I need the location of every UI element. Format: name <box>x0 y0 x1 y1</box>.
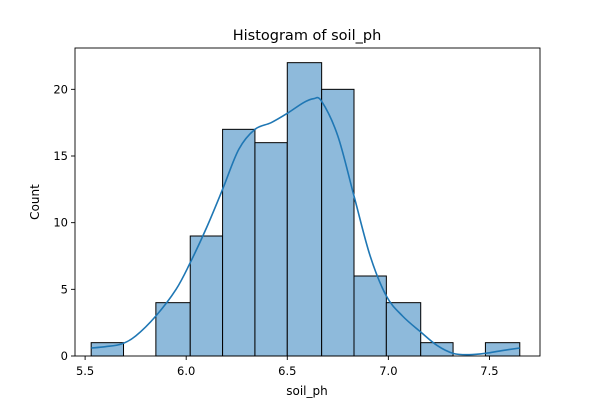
histogram-bar <box>385 302 422 357</box>
histogram-bar <box>222 128 256 357</box>
x-axis-label: soil_ph <box>286 384 327 398</box>
x-tick-label: 6.0 <box>177 364 195 378</box>
y-tick-label: 20 <box>53 82 68 96</box>
histogram-bar <box>286 62 323 357</box>
plot-frame <box>74 47 541 357</box>
x-tick-label: 5.5 <box>76 364 94 378</box>
x-tick-label: 6.5 <box>278 364 296 378</box>
chart-title: Histogram of soil_ph <box>233 28 382 44</box>
kde-curve <box>91 96 520 356</box>
histogram-bar <box>254 142 288 357</box>
x-axis: 5.5 6.0 6.5 7.0 7.5 <box>76 356 499 378</box>
y-tick-label: 10 <box>53 216 68 230</box>
y-tick-label: 15 <box>53 149 68 163</box>
histogram-bar <box>353 275 387 357</box>
y-axis: 0 5 10 15 20 <box>53 82 75 363</box>
y-tick-label: 5 <box>61 282 68 296</box>
x-tick-label: 7.0 <box>379 364 397 378</box>
histogram-bar <box>155 302 191 357</box>
bars-group <box>90 62 521 357</box>
y-axis-label: Count <box>28 184 42 220</box>
x-tick-label: 7.5 <box>480 364 498 378</box>
histogram-bar <box>189 235 224 357</box>
y-tick-label: 0 <box>61 349 68 363</box>
histogram-bar <box>321 88 355 357</box>
